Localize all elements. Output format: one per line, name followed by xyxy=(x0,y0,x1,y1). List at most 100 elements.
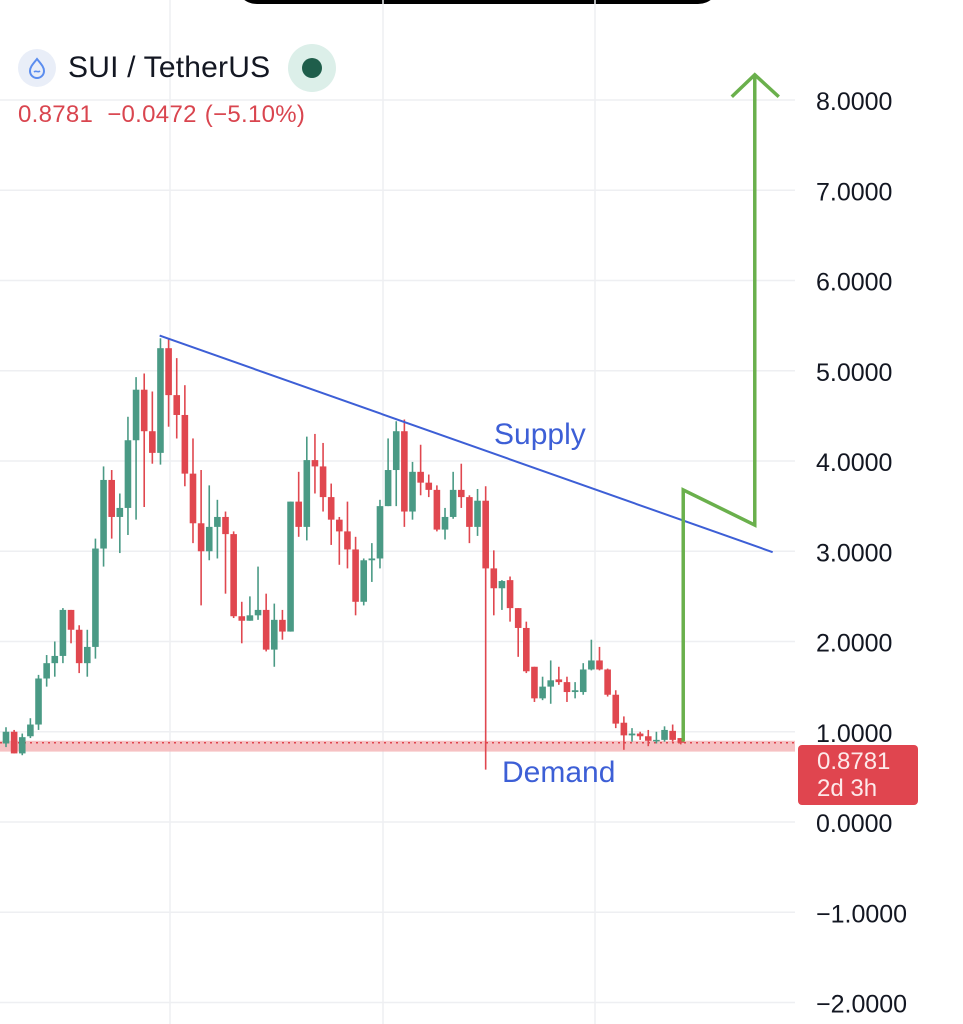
candle xyxy=(425,474,433,498)
candle-body xyxy=(563,682,571,693)
demand-zone xyxy=(0,740,795,752)
candle-body xyxy=(336,519,343,532)
candle xyxy=(18,733,26,756)
price-change: −0.0472 xyxy=(107,101,197,128)
candle-body xyxy=(596,660,603,670)
candle xyxy=(287,501,294,632)
candle xyxy=(368,543,376,582)
sui-drop-icon xyxy=(18,49,56,87)
candle-body xyxy=(360,560,368,602)
candle-body xyxy=(417,471,424,483)
price-change-percent: (−5.10%) xyxy=(204,101,306,128)
candle-body xyxy=(27,724,34,737)
candle-body xyxy=(108,479,115,517)
candle xyxy=(165,338,172,427)
candle xyxy=(246,596,254,621)
candle xyxy=(482,486,489,770)
candle-body xyxy=(376,506,384,559)
device-notch xyxy=(235,0,720,4)
candle-body xyxy=(100,479,107,549)
candle-body xyxy=(124,440,132,508)
last-price-label: 0.8781 2d 3h xyxy=(798,745,918,805)
candle-body xyxy=(189,473,197,524)
candle-body xyxy=(344,531,351,550)
candle-body xyxy=(514,608,522,628)
candle-body xyxy=(181,414,189,474)
candle xyxy=(189,438,197,544)
candle xyxy=(124,416,132,536)
candle-body xyxy=(457,489,465,498)
y-tick-label: 6.0000 xyxy=(816,269,892,297)
candle xyxy=(498,580,506,610)
candle-body xyxy=(531,666,538,699)
candle xyxy=(384,438,392,507)
candle-body xyxy=(352,549,359,602)
candle xyxy=(149,391,156,464)
candle-body xyxy=(157,348,164,453)
y-tick-label: 7.0000 xyxy=(816,178,892,206)
quote-line: 0.8781 −0.0472 (−5.10%) xyxy=(18,101,319,129)
candle-body xyxy=(92,548,99,647)
supply-trendline xyxy=(159,334,773,554)
candle-body xyxy=(653,739,660,742)
candle xyxy=(409,461,416,520)
candle xyxy=(295,471,302,537)
candle-body xyxy=(149,431,156,453)
demand-zone-band xyxy=(0,740,795,752)
candle-body xyxy=(173,395,181,415)
candle xyxy=(84,629,91,677)
candle-body xyxy=(449,489,457,517)
candle-body xyxy=(555,679,563,683)
candle xyxy=(433,485,441,532)
candle-body xyxy=(140,389,148,432)
bar-countdown: 2d 3h xyxy=(817,775,878,802)
candle-body xyxy=(116,507,124,517)
candle xyxy=(230,531,237,619)
candle-body xyxy=(238,616,246,621)
candle xyxy=(612,690,620,729)
candle xyxy=(262,593,270,652)
candle xyxy=(116,493,124,554)
supply-label: Supply xyxy=(494,418,586,451)
last-price-value: 0.8781 xyxy=(817,748,891,775)
market-status-icon[interactable] xyxy=(288,44,337,92)
candle xyxy=(10,729,18,754)
candle-body xyxy=(279,619,286,632)
candle xyxy=(311,433,319,494)
candle-body xyxy=(620,722,628,736)
candle xyxy=(506,576,514,622)
candle-body xyxy=(588,660,595,670)
candle xyxy=(531,666,538,702)
candle-body xyxy=(433,489,441,530)
market-status-dot xyxy=(302,58,323,78)
candle xyxy=(336,516,343,565)
candle-body xyxy=(287,501,294,632)
candle xyxy=(51,641,59,677)
candle xyxy=(539,676,546,701)
demand-label: Demand xyxy=(502,756,615,789)
symbol-header[interactable]: SUI / TetherUS xyxy=(18,44,337,92)
candle-body xyxy=(254,609,262,616)
candle-body xyxy=(661,729,668,740)
last-price: 0.8781 xyxy=(18,101,94,128)
arrow-head-icon xyxy=(730,72,780,99)
candle xyxy=(254,566,262,620)
candle xyxy=(197,470,205,606)
price-axis[interactable]: 8.0000 7.0000 6.0000 5.0000 4.0000 3.0000 2.00… xyxy=(816,88,907,1019)
candle xyxy=(514,608,522,657)
candle-body xyxy=(327,497,335,520)
candle-body xyxy=(636,733,644,737)
candle-body xyxy=(51,655,59,664)
candle-body xyxy=(222,516,229,535)
candle xyxy=(449,471,457,519)
candle-body xyxy=(205,526,213,552)
candle xyxy=(352,536,359,616)
candle xyxy=(555,666,563,685)
candle xyxy=(238,601,246,644)
candle xyxy=(490,550,498,616)
candle xyxy=(181,385,189,487)
candle-body xyxy=(571,690,579,693)
candle xyxy=(319,442,327,512)
candle-body xyxy=(59,609,67,656)
